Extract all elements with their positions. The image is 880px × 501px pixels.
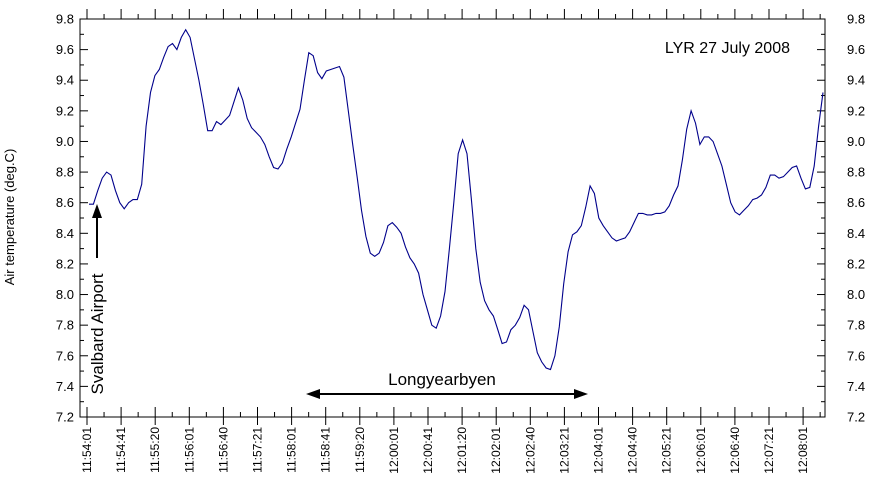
x-tick-label: 12:00:41 [421, 427, 435, 474]
x-tick-label: 12:02:40 [523, 427, 537, 474]
y-tick-label: 7.4 [56, 379, 74, 394]
x-tick-label: 12:06:40 [728, 427, 742, 474]
y-tick-label: 9.4 [847, 73, 865, 88]
y-tick-label: 7.4 [847, 379, 865, 394]
y-tick-label: 8.2 [56, 256, 74, 271]
y-tick-label: 7.2 [56, 410, 74, 425]
y-tick-label: 9.0 [56, 134, 74, 149]
y-tick-label: 8.0 [847, 287, 865, 302]
chart-title: LYR 27 July 2008 [665, 40, 790, 57]
svalbard-label: Svalbard Airport [88, 273, 107, 394]
x-tick-label: 12:04:40 [626, 427, 640, 474]
x-tick-label: 11:58:01 [285, 427, 299, 473]
axis-ticks [80, 9, 825, 425]
x-tick-label: 12:00:01 [387, 427, 401, 474]
y-tick-labels-right: 7.2 7.4 7.6 7.8 8.0 8.2 8.4 8.6 8.8 9.0 9.2 9.4 9.6 9… [847, 12, 865, 425]
y-tick-labels-left: 7.2 7.4 7.6 7.8 8.0 8.2 8.4 8.6 8.8 9.0 9.2 9.4 9.6 9… [56, 12, 74, 425]
x-tick-label: 12:08:01 [796, 427, 810, 474]
y-tick-label: 8.6 [847, 195, 865, 210]
longyearbyen-label: Longyearbyen [388, 370, 496, 389]
x-tick-label: 12:04:01 [592, 427, 606, 474]
x-tick-label: 11:55:20 [148, 427, 162, 473]
x-tick-label: 12:07:21 [762, 427, 776, 474]
y-tick-label: 9.2 [847, 103, 865, 118]
svalbard-arrow-head [92, 204, 102, 218]
y-tick-label: 7.6 [847, 348, 865, 363]
x-tick-label: 11:54:41 [114, 427, 128, 473]
y-tick-label: 9.8 [847, 12, 865, 27]
x-tick-label: 12:06:01 [694, 427, 708, 474]
y-tick-label: 8.8 [847, 165, 865, 180]
x-tick-label: 12:03:21 [557, 427, 571, 474]
y-tick-label: 8.2 [847, 256, 865, 271]
y-tick-label: 8.4 [56, 226, 74, 241]
y-tick-label: 7.6 [56, 348, 74, 363]
y-tick-label: 7.8 [847, 318, 865, 333]
series-line [89, 28, 824, 371]
y-tick-label: 8.6 [56, 195, 74, 210]
y-tick-label: 8.4 [847, 226, 865, 241]
y-tick-label: 9.8 [56, 12, 74, 27]
x-tick-label: 11:56:40 [216, 427, 230, 473]
x-tick-label: 12:05:21 [660, 427, 674, 474]
x-tick-label: 11:56:01 [182, 427, 196, 473]
x-tick-label: 11:58:41 [319, 427, 333, 473]
y-tick-label: 7.2 [847, 410, 865, 425]
y-axis-label: Air temperature (deg.C) [2, 149, 17, 286]
x-tick-label: 12:01:20 [455, 427, 469, 474]
x-tick-label: 12:02:01 [489, 427, 503, 474]
y-tick-label: 8.8 [56, 165, 74, 180]
x-tick-label: 11:54:01 [80, 427, 94, 473]
y-tick-label: 9.4 [56, 73, 74, 88]
longyearbyen-arrow-right-head [574, 389, 588, 399]
y-tick-label: 8.0 [56, 287, 74, 302]
y-tick-label: 9.6 [847, 42, 865, 57]
y-tick-label: 9.0 [847, 134, 865, 149]
y-tick-label: 7.8 [56, 318, 74, 333]
y-tick-label: 9.2 [56, 103, 74, 118]
x-tick-label: 11:59:20 [353, 427, 367, 473]
longyearbyen-arrow-left-head [306, 389, 320, 399]
y-tick-label: 9.6 [56, 42, 74, 57]
x-tick-labels: 11:54:01 11:54:41 11:55:20 11:56:01 11:56:40… [80, 427, 810, 474]
x-tick-label: 11:57:21 [251, 427, 265, 473]
